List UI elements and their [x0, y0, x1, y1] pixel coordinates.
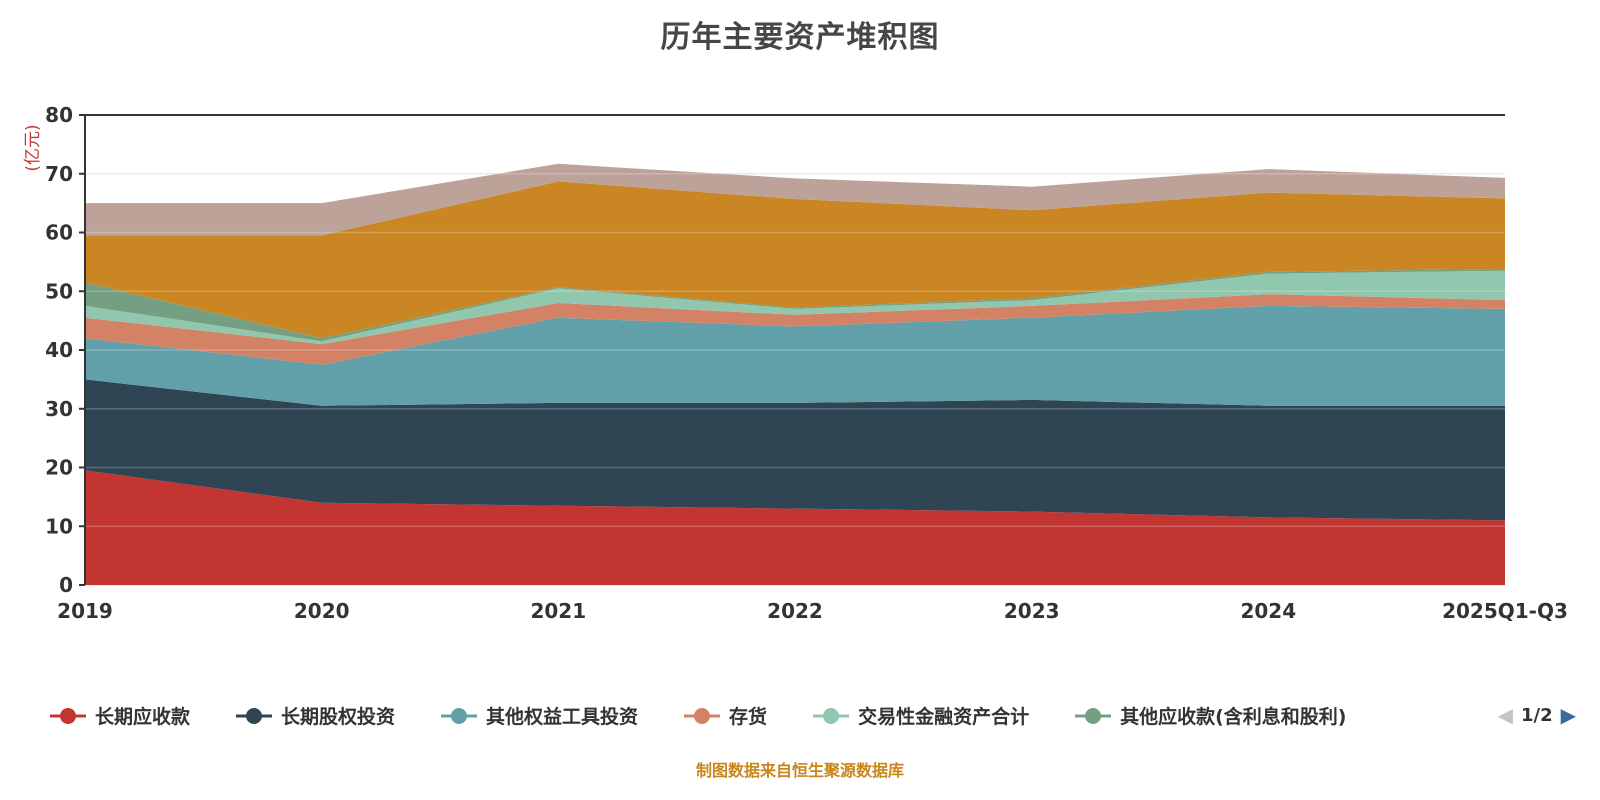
y-tick-label: 0	[59, 573, 73, 597]
x-tick-label: 2023	[1004, 599, 1060, 623]
legend-item-0[interactable]: 长期应收款	[50, 702, 190, 729]
x-tick-label: 2024	[1240, 599, 1296, 623]
area-series-4[interactable]	[85, 270, 1505, 345]
legend-line-circle-icon	[1075, 707, 1112, 724]
legend-item-4[interactable]: 交易性金融资产合计	[813, 702, 1029, 729]
y-tick-label: 60	[45, 221, 73, 245]
legend-line-circle-icon	[813, 707, 850, 724]
y-axis-name: (亿元)	[23, 124, 43, 171]
legend-prev-page-icon[interactable]: ◀	[1497, 703, 1513, 727]
legend-item-2[interactable]: 其他权益工具投资	[441, 702, 638, 729]
y-tick-label: 50	[45, 279, 73, 303]
stacked-area-chart: 0 10 20 30 40 50 60 70 80 2019 2020 2021 2022 2023 202…	[23, 103, 1568, 623]
y-tick-label: 80	[45, 103, 73, 127]
legend-label: 其他应收款(含利息和股利)	[1120, 706, 1347, 728]
y-tick-label: 30	[45, 397, 73, 421]
y-tick-label: 20	[45, 456, 73, 480]
y-tick-label: 10	[45, 514, 73, 538]
legend-label: 长期股权投资	[281, 706, 396, 728]
data-source-note: 制图数据来自恒生聚源数据库	[695, 761, 904, 780]
legend-item-5[interactable]: 其他应收款(含利息和股利)	[1075, 702, 1346, 729]
area-series-1[interactable]	[85, 379, 1505, 521]
y-tick-label: 40	[45, 338, 73, 362]
legend-line-circle-icon	[441, 707, 478, 724]
legend-next-page-icon[interactable]: ▶	[1560, 703, 1576, 727]
legend-label: 长期应收款	[95, 706, 191, 728]
area-series-7[interactable]	[85, 163, 1505, 236]
x-tick-label: 2025Q1-Q3	[1442, 599, 1568, 623]
legend-page-indicator: 1/2	[1520, 704, 1553, 726]
x-tick-label: 2020	[294, 599, 350, 623]
legend-line-circle-icon	[684, 707, 721, 724]
x-tick-label: 2022	[767, 599, 823, 623]
area-series-3[interactable]	[85, 294, 1505, 365]
x-tick-label: 2019	[57, 599, 113, 623]
legend-item-3[interactable]: 存货	[684, 702, 767, 729]
legend-line-circle-icon	[50, 707, 86, 724]
legend-label: 存货	[729, 706, 768, 728]
legend-item-1[interactable]: 长期股权投资	[236, 702, 395, 729]
legend: 长期应收款 长期股权投资 其他权益工具投资 存货 交易性金融资产合计 其他应收款(含利息和…	[50, 702, 1430, 729]
area-series-2[interactable]	[85, 305, 1505, 406]
area-series-6[interactable]	[85, 181, 1505, 339]
legend-pager: ◀ 1/2 ▶	[1498, 702, 1576, 728]
y-tick-label: 70	[45, 162, 73, 186]
chart-title: 历年主要资产堆积图	[660, 20, 940, 55]
area-series-0[interactable]	[85, 470, 1505, 585]
legend-label: 交易性金融资产合计	[858, 706, 1030, 728]
legend-label: 其他权益工具投资	[486, 706, 639, 728]
x-tick-label: 2021	[530, 599, 586, 623]
legend-line-circle-icon	[236, 707, 273, 724]
